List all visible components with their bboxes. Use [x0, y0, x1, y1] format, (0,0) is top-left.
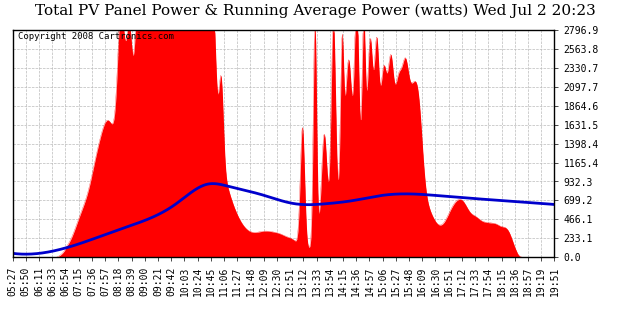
Text: Copyright 2008 Cartronics.com: Copyright 2008 Cartronics.com	[18, 32, 174, 41]
Text: Total PV Panel Power & Running Average Power (watts) Wed Jul 2 20:23: Total PV Panel Power & Running Average P…	[35, 3, 595, 18]
